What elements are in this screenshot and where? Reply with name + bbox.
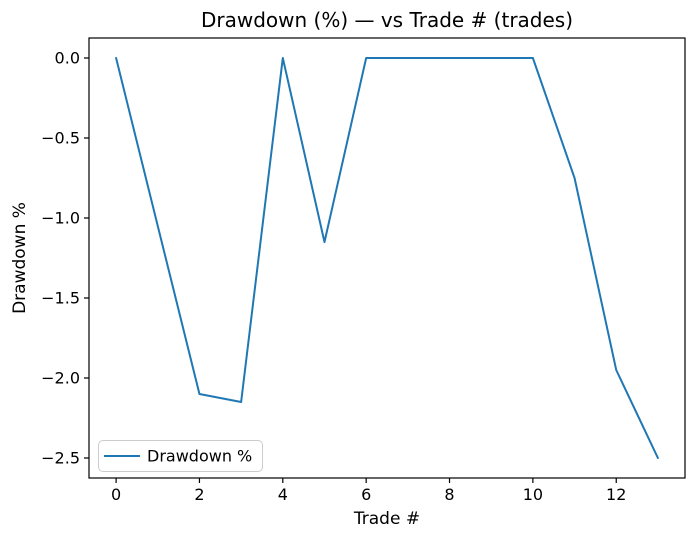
plot-border: [88, 37, 686, 479]
y-axis: 0.0 −0.5 −1.0 −1.5 −2.0 −2.5: [41, 49, 89, 468]
x-tick-label: 4: [278, 485, 288, 504]
x-axis: 0 2 4 6 8 10 12: [111, 478, 626, 504]
y-tick-label: −1.5: [41, 289, 80, 308]
x-tick-label: 10: [523, 485, 543, 504]
legend-label: Drawdown %: [147, 447, 252, 466]
x-tick-label: 12: [606, 485, 626, 504]
y-tick-label: −1.0: [41, 209, 80, 228]
data-series-group: [115, 57, 659, 459]
x-tick-label: 8: [444, 485, 454, 504]
y-tick-label: −0.5: [41, 129, 80, 148]
y-axis-label: Drawdown %: [10, 202, 30, 314]
x-tick-label: 0: [111, 485, 121, 504]
chart-title: Drawdown (%) — vs Trade # (trades): [201, 8, 573, 32]
y-tick-label: 0.0: [55, 49, 80, 68]
drawdown-series-line: [115, 57, 659, 459]
x-tick-label: 2: [194, 485, 204, 504]
y-tick-label: −2.5: [41, 449, 80, 468]
y-tick-label: −2.0: [41, 369, 80, 388]
x-tick-label: 6: [361, 485, 371, 504]
legend-box: [98, 440, 263, 472]
x-axis-label: Trade #: [353, 509, 420, 529]
legend: Drawdown %: [98, 440, 263, 472]
